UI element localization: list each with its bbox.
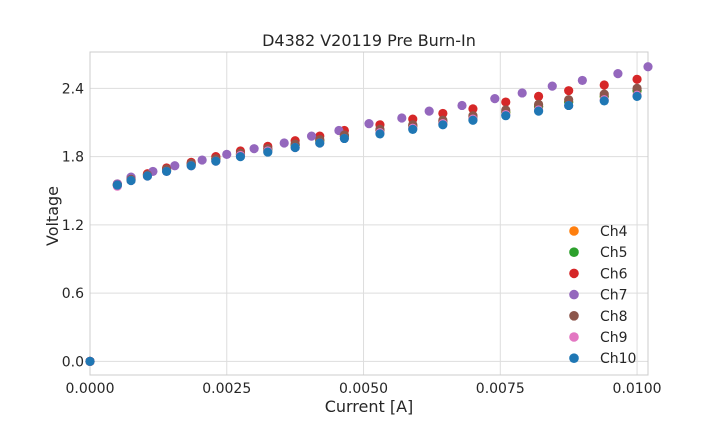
legend-marker: [569, 353, 579, 364]
data-point: [211, 156, 221, 166]
legend-label: Ch6: [600, 266, 628, 282]
y-tick-label: 0.0: [62, 354, 84, 370]
data-point: [632, 91, 642, 101]
data-point: [438, 108, 448, 119]
x-axis-label: Current [A]: [325, 397, 414, 416]
legend-label: Ch8: [600, 309, 628, 325]
data-point: [564, 86, 574, 96]
legend-marker: [569, 311, 579, 321]
data-point: [364, 119, 374, 129]
data-point: [339, 133, 349, 144]
x-tick-label: 0.0100: [613, 381, 662, 397]
data-point: [249, 144, 259, 154]
data-point: [235, 152, 246, 162]
data-point: [290, 142, 300, 153]
data-point: [457, 100, 467, 111]
data-point: [632, 74, 642, 84]
legend-label: Ch7: [600, 288, 628, 304]
data-point: [397, 113, 407, 123]
plot-border: [89, 51, 649, 376]
data-point: [263, 147, 273, 157]
data-point: [197, 155, 207, 165]
legend: Ch4 Ch5 Ch6 Ch7 Ch8 Ch9 Ch10: [569, 224, 636, 367]
data-point: [577, 75, 587, 86]
data-point: [306, 131, 317, 141]
data-point: [547, 81, 557, 91]
y-axis-label: Voltage: [43, 186, 62, 246]
data-point: [375, 129, 385, 139]
legend-label: Ch9: [600, 330, 628, 346]
data-point: [632, 83, 642, 93]
data-point: [408, 124, 418, 134]
legend-marker: [569, 226, 579, 236]
data-point: [517, 88, 527, 98]
legend-marker: [569, 247, 579, 257]
data-point: [142, 171, 153, 181]
data-point: [170, 161, 180, 171]
x-tick-label: 0.0025: [202, 381, 251, 397]
series-layer: [85, 62, 653, 366]
x-tick-label: 0.0050: [339, 381, 388, 397]
data-point: [599, 80, 609, 90]
data-point: [315, 138, 325, 148]
data-point: [161, 166, 172, 177]
legend-marker: [569, 289, 579, 300]
y-tick-label: 1.8: [62, 150, 84, 166]
tick-labels: 0.0000 0.0025 0.0050 0.0075 0.0100 0.0 0.6 1.2 1…: [62, 81, 662, 397]
data-point: [186, 161, 196, 171]
data-point: [85, 356, 95, 366]
data-point: [501, 111, 511, 121]
data-point: [279, 138, 289, 148]
data-point: [468, 115, 478, 125]
data-point: [599, 96, 609, 106]
legend-marker: [569, 268, 579, 279]
series-ch10: [85, 91, 642, 366]
legend-marker: [569, 332, 579, 342]
chart-title: D4382 V20119 Pre Burn-In: [262, 31, 476, 50]
data-point: [501, 97, 511, 107]
data-point: [613, 69, 623, 79]
data-point: [533, 91, 544, 101]
y-tick-label: 2.4: [62, 81, 84, 97]
data-point: [643, 62, 653, 72]
data-point: [533, 106, 544, 116]
legend-label: Ch10: [600, 351, 636, 367]
legend-label: Ch5: [600, 245, 628, 261]
plot-frame: [89, 51, 649, 376]
data-point: [468, 104, 478, 114]
data-point: [438, 120, 448, 130]
y-tick-label: 1.2: [62, 218, 84, 234]
y-tick-label: 0.6: [62, 286, 84, 302]
data-point: [112, 180, 122, 190]
x-tick-label: 0.0000: [66, 381, 115, 397]
data-point: [490, 94, 500, 104]
data-point: [564, 100, 574, 111]
data-point: [424, 106, 434, 116]
data-point: [126, 175, 136, 186]
x-tick-label: 0.0075: [476, 381, 525, 397]
legend-label: Ch4: [600, 224, 628, 240]
data-point: [222, 149, 232, 159]
